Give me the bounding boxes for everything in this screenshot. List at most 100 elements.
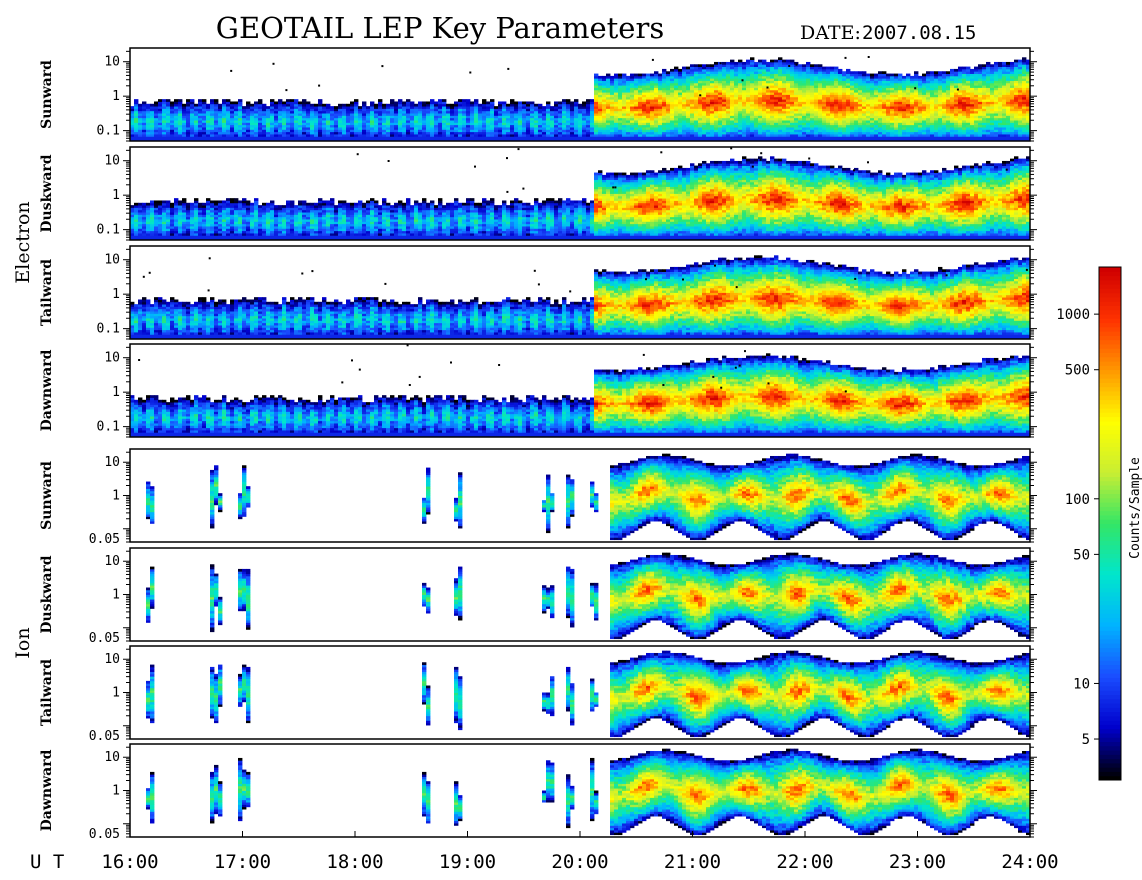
colorbar-step bbox=[1099, 536, 1121, 542]
colorbar-step bbox=[1099, 296, 1121, 302]
y-tick-label: 1 bbox=[112, 188, 120, 203]
colorbar-step bbox=[1099, 480, 1121, 486]
colorbar-step bbox=[1099, 271, 1121, 277]
panel-electron-dawnward: 0.1 1 10 Dawnward bbox=[39, 343, 1037, 438]
panel-ion-dawnward: 0.05 1 10 Dawnward bbox=[39, 743, 1037, 842]
colorbar-step bbox=[1099, 651, 1121, 657]
colorbar-step bbox=[1099, 715, 1121, 721]
colorbar-step bbox=[1099, 399, 1121, 405]
colorbar-step bbox=[1099, 754, 1121, 760]
x-tick-label: 22:00 bbox=[776, 851, 833, 873]
panel-frame bbox=[129, 47, 1031, 142]
panel-frame bbox=[129, 245, 1031, 340]
colorbar-step bbox=[1099, 335, 1121, 341]
colorbar-step bbox=[1099, 638, 1121, 644]
spectrogram-image bbox=[146, 552, 1030, 640]
spectrogram-image bbox=[146, 650, 1030, 738]
colorbar-step bbox=[1099, 510, 1121, 516]
colorbar-step bbox=[1099, 660, 1121, 666]
colorbar-step bbox=[1099, 348, 1121, 354]
colorbar-step bbox=[1099, 553, 1121, 559]
colorbar-tick-label: 50 bbox=[1073, 547, 1090, 563]
colorbar-step bbox=[1099, 741, 1121, 747]
y-tick-label: 0.05 bbox=[89, 827, 120, 842]
colorbar-step bbox=[1099, 630, 1121, 636]
colorbar-step bbox=[1099, 758, 1121, 764]
colorbar-step bbox=[1099, 557, 1121, 563]
y-tick-label: 0.05 bbox=[89, 729, 120, 744]
colorbar-step bbox=[1099, 613, 1121, 619]
colorbar-step bbox=[1099, 267, 1121, 272]
colorbar-frame bbox=[1098, 266, 1122, 781]
y-tick-label: 10 bbox=[104, 652, 120, 667]
colorbar-step bbox=[1099, 519, 1121, 525]
colorbar-step bbox=[1099, 579, 1121, 584]
colorbar-step bbox=[1099, 433, 1121, 439]
colorbar-step bbox=[1099, 720, 1121, 725]
colorbar-step bbox=[1099, 596, 1121, 601]
x-axis: U T 16:00 17:00 18:00 19:00 20:00 21:00 22:00 23… bbox=[30, 831, 1059, 873]
colorbar-tick-label: 1000 bbox=[1056, 307, 1090, 323]
colorbar-step bbox=[1099, 429, 1121, 435]
colorbar-step bbox=[1099, 390, 1121, 396]
panel-ion-sunward: 0.05 1 10 Sunward bbox=[39, 448, 1037, 547]
colorbar-tick-label: 500 bbox=[1065, 363, 1090, 379]
panel-label-dawnward: Dawnward bbox=[39, 749, 55, 831]
colorbar-step bbox=[1099, 275, 1121, 281]
colorbar-step bbox=[1099, 643, 1121, 648]
colorbar-step bbox=[1099, 600, 1121, 606]
panel-electron-duskward: 0.1 1 10 Duskward bbox=[39, 146, 1037, 241]
colorbar-step bbox=[1099, 574, 1121, 580]
colorbar-step bbox=[1099, 459, 1121, 465]
colorbar-step bbox=[1099, 737, 1121, 743]
colorbar-step bbox=[1099, 591, 1121, 597]
colorbar-step bbox=[1099, 373, 1121, 379]
colorbar-step bbox=[1099, 292, 1121, 298]
colorbar-step bbox=[1099, 681, 1121, 687]
colorbar-step bbox=[1099, 532, 1121, 537]
colorbar-step bbox=[1099, 549, 1121, 554]
colorbar-step bbox=[1099, 523, 1121, 529]
colorbar-step bbox=[1099, 745, 1121, 751]
y-tick-label: 10 bbox=[104, 750, 120, 765]
y-tick-label: 1 bbox=[112, 784, 120, 799]
colorbar-step bbox=[1099, 656, 1121, 661]
colorbar: 5 10 50 100 500 1000 Counts/Sample bbox=[1056, 266, 1142, 781]
colorbar-step bbox=[1099, 416, 1121, 422]
colorbar-step bbox=[1099, 339, 1121, 345]
colorbar-step bbox=[1099, 497, 1121, 503]
colorbar-step bbox=[1099, 467, 1121, 473]
colorbar-step bbox=[1099, 408, 1121, 413]
colorbar-step bbox=[1099, 365, 1121, 371]
spectrogram-image bbox=[130, 147, 1030, 240]
y-tick-label: 0.05 bbox=[89, 532, 120, 547]
colorbar-step bbox=[1099, 369, 1121, 375]
colorbar-step bbox=[1099, 343, 1121, 349]
colorbar-step bbox=[1099, 609, 1121, 614]
panel-label-tailward: Tailward bbox=[39, 659, 55, 726]
spectrogram-image bbox=[146, 748, 1030, 836]
colorbar-step bbox=[1099, 732, 1121, 738]
panel-frame bbox=[129, 343, 1031, 438]
colorbar-step bbox=[1099, 664, 1121, 670]
panel-label-duskward: Duskward bbox=[39, 555, 55, 633]
colorbar-step bbox=[1099, 485, 1121, 490]
colorbar-step bbox=[1099, 677, 1121, 683]
colorbar-step bbox=[1099, 767, 1121, 772]
colorbar-step bbox=[1099, 326, 1121, 332]
panel-label-sunward: Sunward bbox=[39, 60, 55, 129]
y-tick-label: 1 bbox=[112, 489, 120, 504]
colorbar-step bbox=[1099, 420, 1121, 426]
colorbar-step bbox=[1099, 438, 1121, 443]
panel-label-duskward: Duskward bbox=[39, 154, 55, 232]
colorbar-step bbox=[1099, 711, 1121, 717]
panel-label-dawnward: Dawnward bbox=[39, 349, 55, 431]
colorbar-step bbox=[1099, 690, 1121, 696]
colorbar-step bbox=[1099, 403, 1121, 409]
y-tick-label: 10 bbox=[104, 55, 120, 70]
colorbar-step bbox=[1099, 305, 1121, 311]
colorbar-step bbox=[1099, 771, 1121, 777]
colorbar-step bbox=[1099, 685, 1121, 691]
colorbar-step bbox=[1099, 361, 1121, 366]
